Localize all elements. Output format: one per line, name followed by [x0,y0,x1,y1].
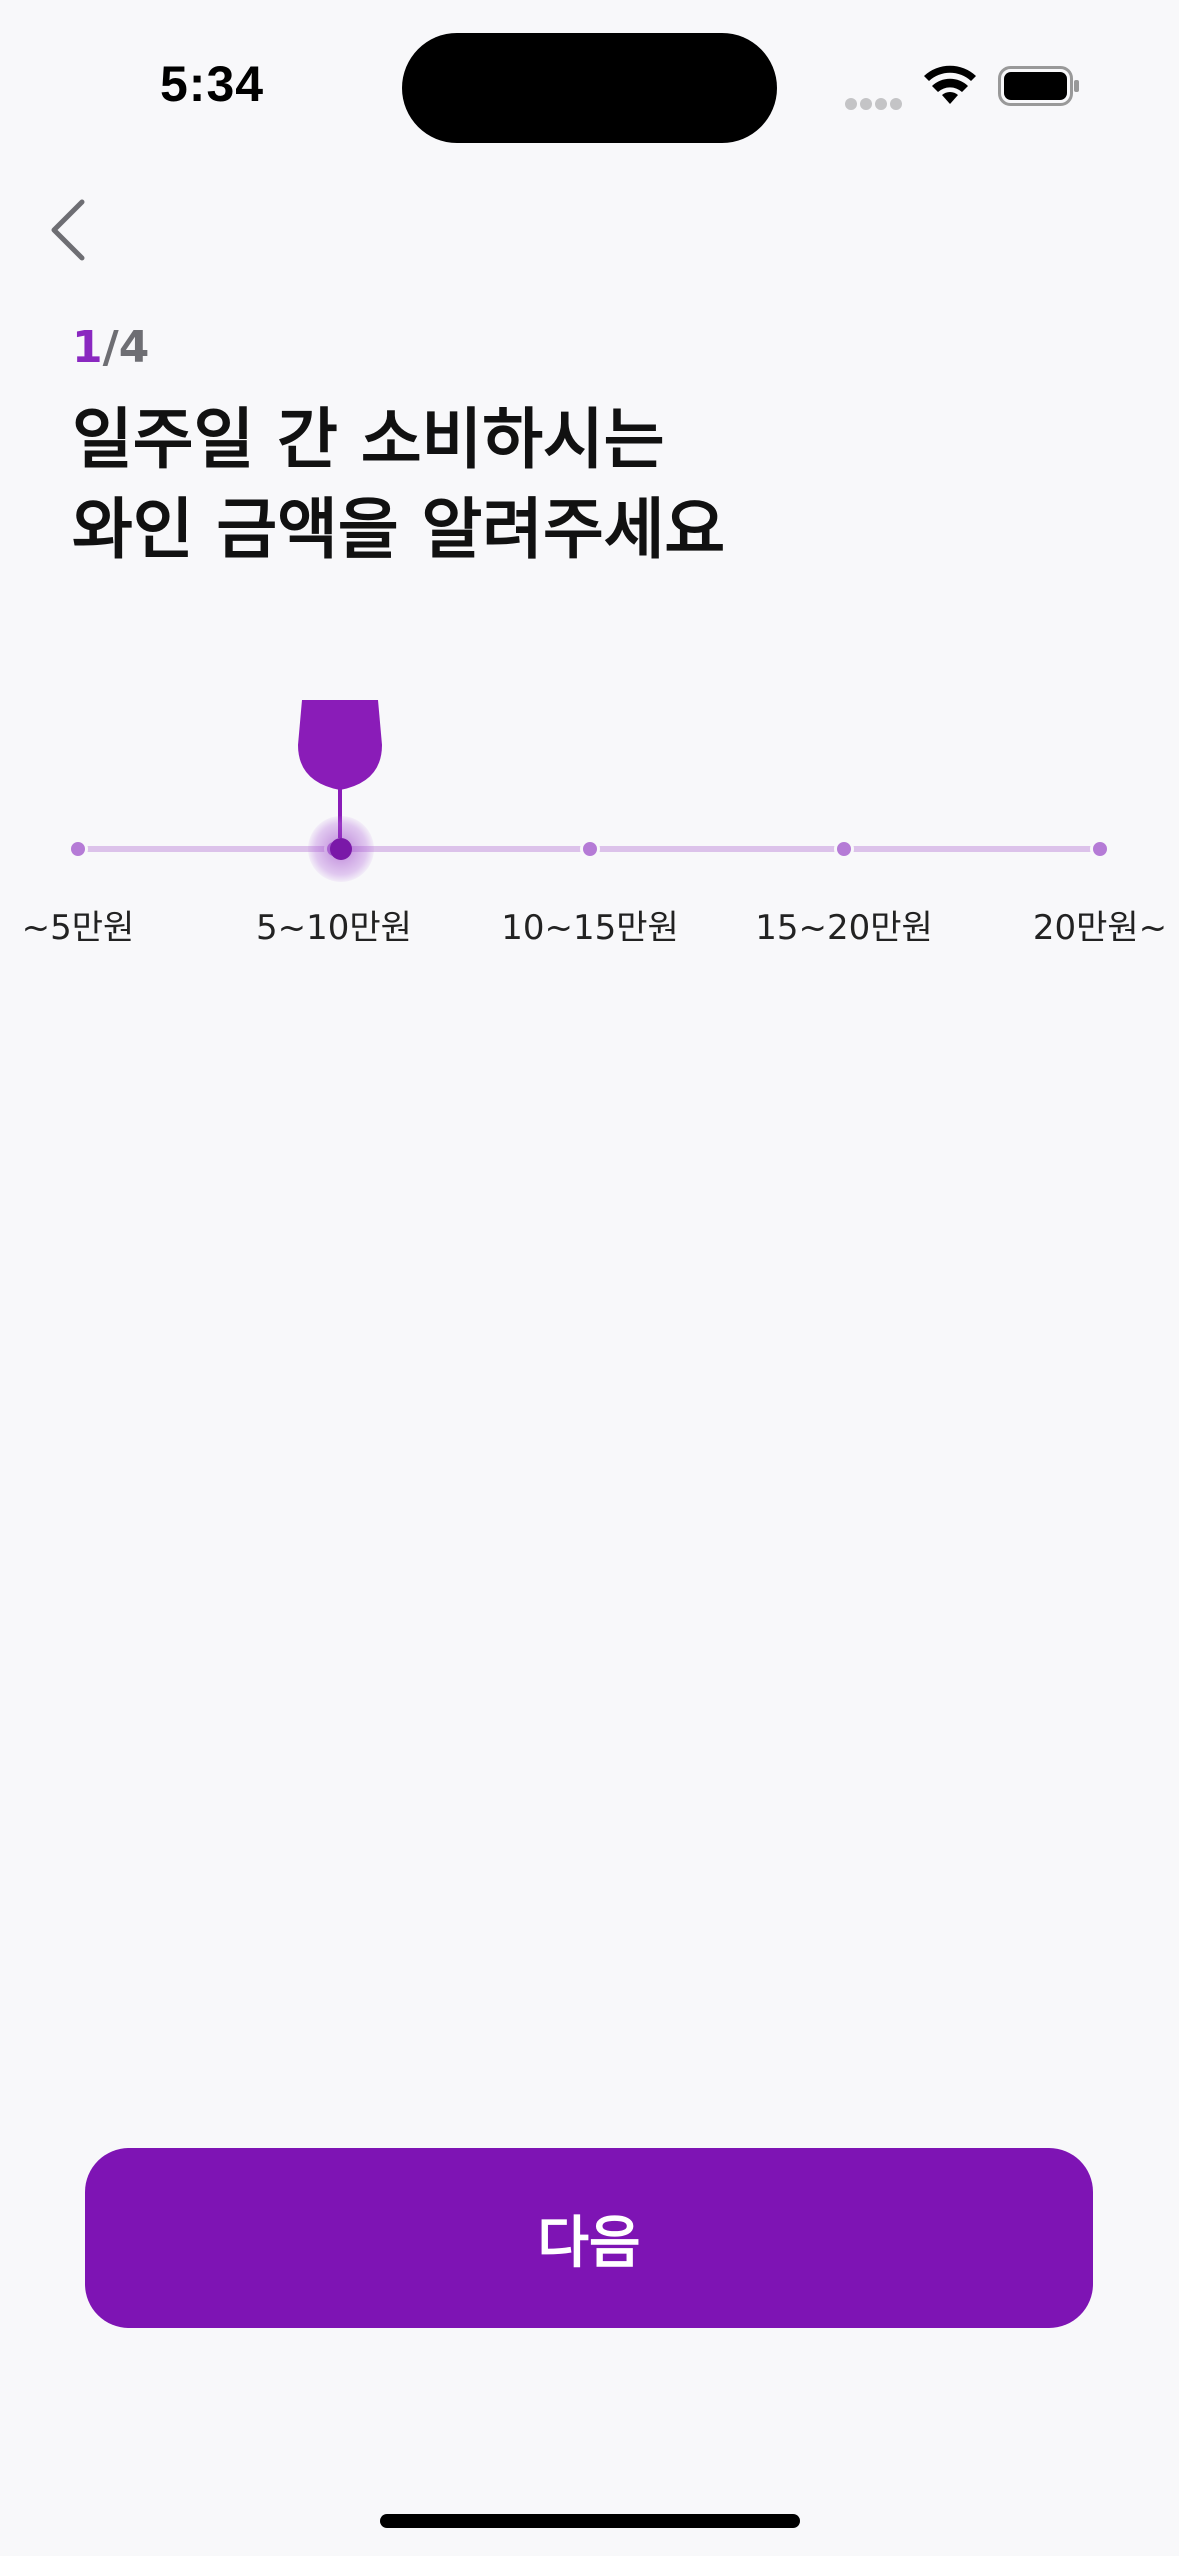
slider-label-4[interactable]: 20만원~ [1033,900,1167,949]
page-title: 일주일 간 소비하시는 와인 금액을 알려주세요 [72,395,1112,575]
price-range-slider[interactable]: ~5만원 5~10만원 10~15만원 15~20만원 20만원~ [0,690,1179,950]
slider-label-0[interactable]: ~5만원 [22,900,135,949]
slider-thumb-center[interactable] [330,838,352,860]
slider-tick-2[interactable] [580,839,600,859]
home-indicator[interactable] [380,2514,800,2528]
slider-label-2[interactable]: 10~15만원 [501,900,679,949]
slider-tick-0[interactable] [68,839,88,859]
slider-label-1[interactable]: 5~10만원 [256,900,412,949]
page-title-line-2: 와인 금액을 알려주세요 [72,485,1112,575]
cellular-signal-icon [845,95,905,114]
slider-tick-3[interactable] [834,839,854,859]
dynamic-island [402,33,777,143]
page-title-line-1: 일주일 간 소비하시는 [72,395,1112,485]
status-time: 5:34 [160,55,264,113]
slider-tick-4[interactable] [1090,839,1110,859]
battery-icon [998,66,1080,106]
next-button[interactable]: 다음 [85,2148,1093,2328]
back-chevron-icon[interactable] [40,190,100,270]
slider-label-3[interactable]: 15~20만원 [755,900,933,949]
step-current: 1 [72,322,103,373]
step-indicator: 1/4 [72,322,149,373]
step-total: /4 [103,322,150,373]
wifi-icon [922,64,978,108]
